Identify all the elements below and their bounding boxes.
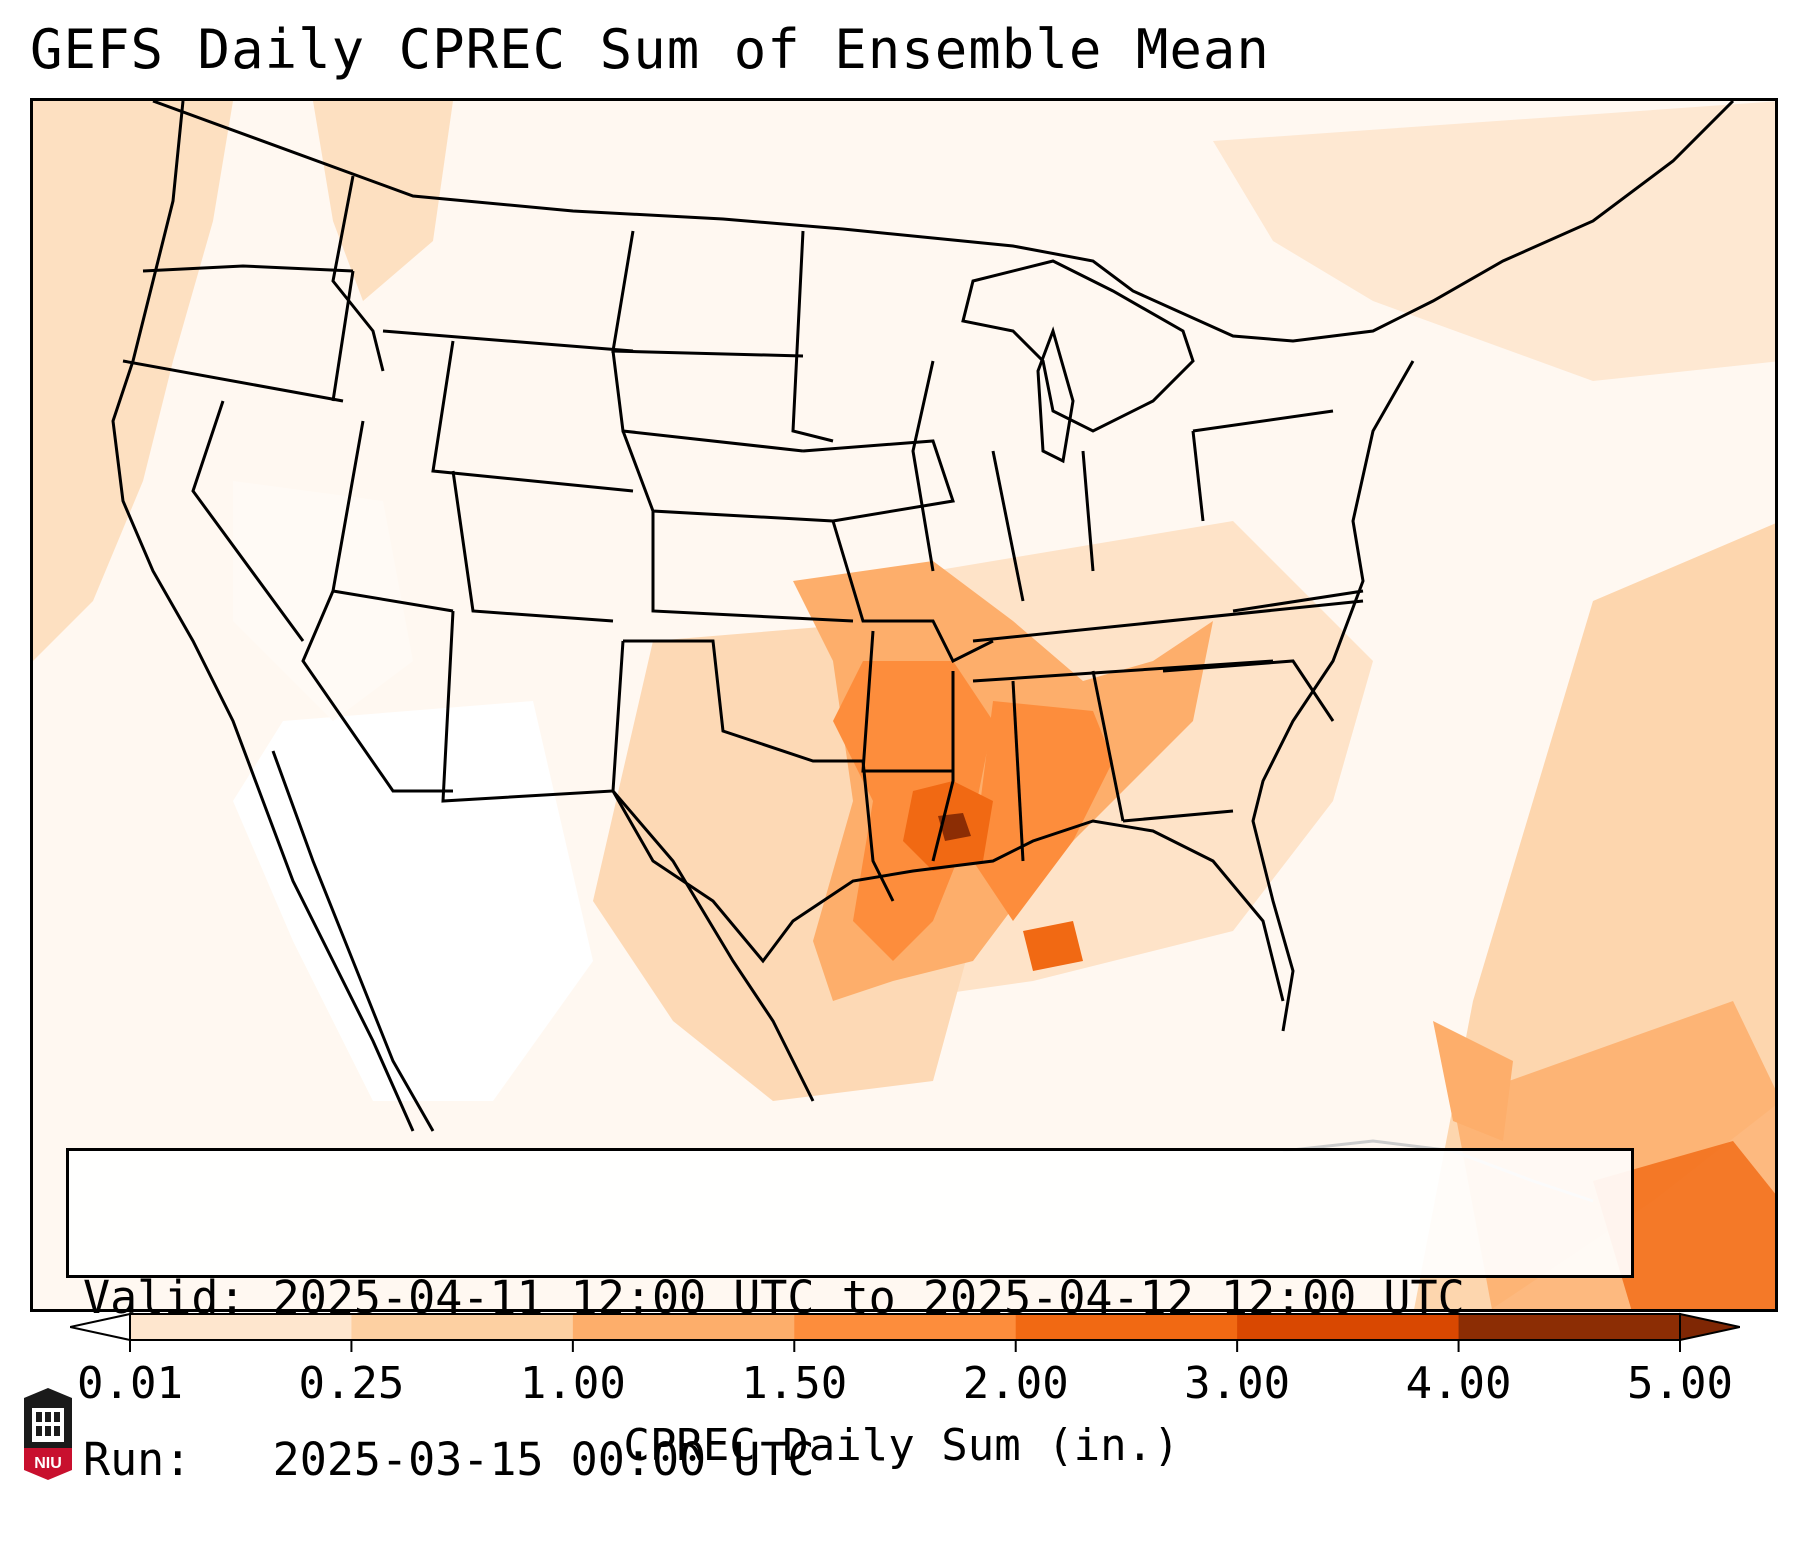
ms-al-border [1011,680,1025,862]
shade-light-northeast [1213,101,1775,381]
pa-ny-border [1192,409,1334,433]
precip-map [33,101,1775,1309]
il-in-border [991,450,1025,602]
colorbar-over-arrow [1679,1312,1740,1342]
map-panel [30,98,1778,1312]
us-canada-border [152,101,1735,343]
valid-run-info-box: Valid: 2025-04-11 12:00 UTC to 2025-04-1… [66,1148,1634,1486]
id-mt-border [331,175,385,372]
shade-light-pacific-nw [313,101,453,301]
state-borders [111,101,1735,1203]
run-time-text: Run: 2025-03-15 00:00 UTC [83,1433,815,1486]
colorbar-segment [1458,1314,1681,1340]
co-nm-border [451,470,614,623]
ok-tx-border [623,639,863,763]
colorbar-segment [572,1314,795,1340]
la-ms-border [931,671,955,862]
in-oh-border [1081,450,1095,572]
ga-fl-border [1122,809,1234,823]
colorbar-segment [351,1314,574,1340]
oh-pa-border [1191,430,1205,522]
shade-medium-florida [1433,1021,1513,1141]
va-nc-border [1232,589,1364,613]
shade-dark-carib [1593,1141,1775,1309]
colorbar-tick-label: 0.25 [298,1358,405,1409]
colorbar-segments [129,1313,1681,1341]
nc-sc-border [1162,659,1335,722]
sd-ne-border [611,350,804,453]
ks-ok-border [651,511,854,623]
colorbar-segment [130,1314,352,1340]
colorbar-tick-label: 3.00 [1184,1358,1291,1409]
shade-darker-louisiana [1023,921,1083,971]
mexico-coast [611,790,815,1102]
nv-ut-border [191,400,305,642]
ky-tn-border [972,599,1364,643]
colorbar-ticks [129,1340,1681,1352]
tn-south-border [972,659,1274,683]
nd-sd-border [611,230,804,358]
nm-tx-border [441,610,625,803]
mo-ar-border [831,520,994,664]
colorbar-label: CPREC Daily Sum (in.) [623,1420,1180,1471]
colorbar-tick-label: 1.50 [741,1358,848,1409]
colorbar-segment [1237,1314,1460,1340]
or-ca-border [122,359,344,403]
baja [271,750,435,1132]
az-nm-border [301,590,453,793]
precip-shading [33,101,1775,1309]
mt-wy-border [382,329,634,353]
tx-la-border [861,760,895,902]
gulf-coast [611,790,1285,1002]
colorbar-segment [1015,1314,1238,1340]
east-coast [1251,360,1415,1032]
map-title: GEFS Daily CPREC Sum of Ensemble Mean [30,18,1270,81]
ne-ks-border [621,430,834,523]
shade-dark-arkansas [973,701,1113,921]
colorbar-tick-label: 2.00 [962,1358,1069,1409]
al-ga-border [1091,670,1125,822]
niu-logo-icon: NIU [24,1388,72,1480]
lake-michigan [1036,326,1075,464]
svg-text:NIU: NIU [34,1455,62,1472]
shade-max-cell [938,813,971,841]
great-lakes [961,259,1195,433]
colorbar [70,1312,1740,1352]
wa-or-border [142,264,354,273]
west-coast [111,101,415,1132]
or-id-border [331,270,355,402]
colorbar-tick-label: 4.00 [1405,1358,1512,1409]
colorbar-tick-label: 0.01 [77,1358,183,1409]
shade-white-southwest [233,701,593,1101]
colorbar-tick-label: 1.00 [519,1358,626,1409]
ia-mo-border [802,439,955,523]
colorbar-tick-label: 5.00 [1627,1358,1733,1409]
shade-light-west-coast [33,101,233,661]
wi-il-border [911,360,935,572]
shade-white-nevada [233,481,413,721]
colorbar-segment [794,1314,1017,1340]
colorbar-under-arrow [70,1312,131,1342]
mn-border [791,230,834,443]
wy-co-border [431,340,634,493]
